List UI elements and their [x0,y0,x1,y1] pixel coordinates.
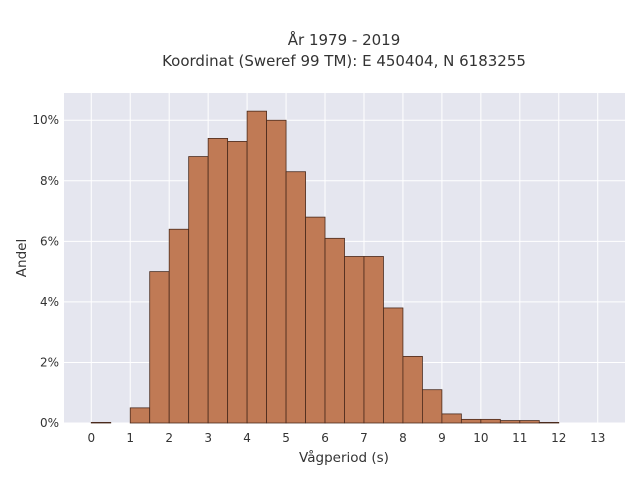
chart-title-line-2: Koordinat (Sweref 99 TM): E 450404, N 61… [162,52,526,70]
histogram-bar [402,355,423,424]
histogram-bar [266,119,287,424]
histogram-bar [246,110,267,424]
y-tick-label: 2% [40,355,59,369]
histogram-bar [207,138,229,424]
x-tick-label: 12 [551,431,566,445]
x-tick-label: 6 [321,431,329,445]
histogram-bar [149,271,170,424]
histogram-bar [324,237,345,424]
y-tick-label: 6% [40,234,59,248]
x-axis-title: Vågperiod (s) [299,449,389,466]
histogram-bar [499,420,521,424]
histogram-bar [285,171,306,424]
histogram-bar [305,216,326,424]
y-tick-label: 10% [32,113,59,127]
histogram-bar [538,421,560,424]
y-tick-label: 4% [40,295,59,309]
histogram-bar [188,156,209,424]
x-tick-label: 5 [282,431,290,445]
x-tick-label: 13 [590,431,605,445]
x-tick-label: 4 [243,431,251,445]
y-tick-label: 8% [40,174,59,188]
histogram-bar [480,418,501,424]
x-tick-label: 3 [204,431,212,445]
y-tick-label: 0% [40,416,59,430]
histogram-bar [90,421,112,424]
histogram-bar [383,307,404,424]
x-tick-label: 2 [165,431,173,445]
tick-labels: 0 1 2 3 4 5 6 7 8 9 10 11 12 130%2%4%6%8%10% [32,113,605,445]
x-tick-label: 8 [399,431,407,445]
x-tick-label: 9 [438,431,446,445]
x-tick-label: 7 [360,431,368,445]
histogram-bar [168,228,190,424]
x-tick-label: 0 [87,431,95,445]
y-axis-title: Andel [14,239,30,277]
histogram-bar [422,389,443,424]
histogram-bar [129,407,151,424]
histogram-bar [441,413,462,424]
x-tick-label: 10 [473,431,488,445]
chart-title-line-1: År 1979 - 2019 [288,30,401,49]
x-tick-label: 11 [512,431,527,445]
histogram-bar [519,420,540,424]
bars [90,110,560,424]
histogram-bar [227,141,248,424]
histogram-bar [363,256,384,424]
histogram-bar [344,256,365,424]
histogram-bar [460,418,482,424]
x-tick-label: 1 [126,431,134,445]
